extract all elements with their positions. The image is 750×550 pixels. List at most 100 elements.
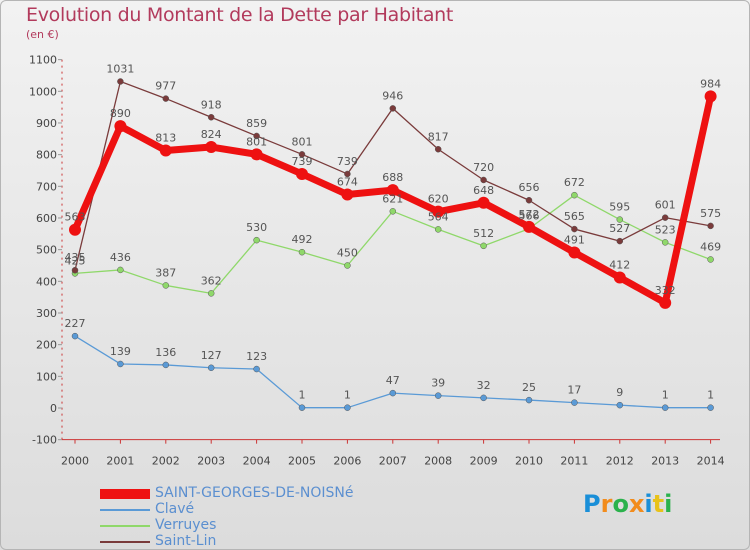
y-tick-label: 900 [36,117,57,130]
chart-unit: (en €) [26,28,59,41]
data-label: 527 [609,222,630,235]
data-label: 39 [431,377,445,390]
x-tick-label: 2006 [333,455,361,468]
data-point [480,176,487,184]
y-tick-label: 100 [36,370,57,383]
data-point [661,214,669,221]
data-label: 512 [473,227,494,240]
y-tick-label: 600 [36,212,57,225]
x-tick-label: 2011 [560,455,588,468]
data-point [71,332,79,340]
data-point [707,404,714,411]
data-point [704,90,717,103]
legend-swatch [100,541,150,543]
x-tick-label: 2000 [61,455,89,468]
data-label: 1 [299,389,306,402]
data-label: 450 [337,246,358,259]
data-label: 47 [386,374,400,387]
logo-letter: t [652,490,665,518]
data-label: 492 [292,233,313,246]
y-tick-label: 400 [36,275,57,288]
data-label: 564 [428,210,449,223]
data-label: 32 [477,379,491,392]
x-tick-label: 2008 [424,455,452,468]
data-point [341,188,354,201]
data-label: 1031 [106,62,134,75]
data-point [162,282,170,289]
data-point [613,271,626,284]
y-tick-label: 0 [50,402,57,415]
data-point [71,266,79,274]
x-tick-label: 2003 [197,455,225,468]
data-label: 688 [382,171,403,184]
proxiti-logo: Proxiti [583,490,672,518]
data-label: 9 [616,386,623,399]
data-point [389,389,397,397]
data-label: 387 [155,266,176,279]
data-point [207,114,215,121]
data-point [253,365,260,373]
data-label: 801 [292,135,313,148]
data-label: 530 [246,221,267,234]
data-point [117,78,124,85]
data-label: 621 [382,192,403,205]
data-label: 946 [382,89,403,102]
data-point [434,146,442,153]
legend-swatch [100,489,150,499]
logo-letter: i [644,490,653,518]
data-label: 469 [700,240,721,253]
data-point [344,170,351,178]
data-label: 739 [337,155,358,168]
data-label: 491 [564,234,585,247]
data-point [661,404,669,411]
data-label: 648 [473,184,494,197]
data-label: 674 [337,176,358,189]
data-point [434,226,442,233]
legend-label: Clavé [155,501,195,517]
x-tick-label: 2002 [152,455,180,468]
data-label: 918 [201,98,222,111]
data-label: 332 [655,284,676,297]
logo-letter: P [583,490,601,518]
data-point [432,205,445,218]
data-label: 601 [655,199,676,212]
data-point [525,196,533,204]
data-label: 801 [246,135,267,148]
x-tick-label: 2001 [106,455,134,468]
data-label: 436 [110,251,131,264]
legend-label: Saint-Lin [155,533,217,549]
data-point [389,208,397,215]
data-point [525,396,533,404]
data-label: 227 [65,317,86,330]
data-point [661,239,669,246]
data-point [117,360,124,368]
x-tick-label: 2004 [243,455,271,468]
data-point [296,167,308,180]
x-tick-label: 2005 [288,455,316,468]
data-label: 824 [201,128,222,141]
data-label: 575 [700,207,721,220]
data-label: 859 [246,117,267,130]
data-point [69,223,81,236]
data-label: 123 [246,350,267,363]
data-label: 739 [292,155,313,168]
data-label: 1 [344,389,351,402]
data-label: 977 [155,80,176,93]
data-point [480,242,487,250]
y-tick-label: 1000 [29,85,57,98]
data-point [616,216,624,223]
data-point [207,290,215,297]
y-tick-label: 300 [36,307,57,320]
logo-letter: x [628,490,645,518]
data-point [571,191,578,199]
data-label: 563 [65,211,86,224]
data-label: 595 [609,201,630,214]
data-point [117,266,124,274]
data-point [162,95,170,102]
data-point [523,220,535,233]
data-point [386,184,399,197]
chart-title: Evolution du Montant de la Dette par Hab… [26,4,454,26]
data-label: 362 [201,274,222,287]
data-label: 572 [519,208,540,221]
